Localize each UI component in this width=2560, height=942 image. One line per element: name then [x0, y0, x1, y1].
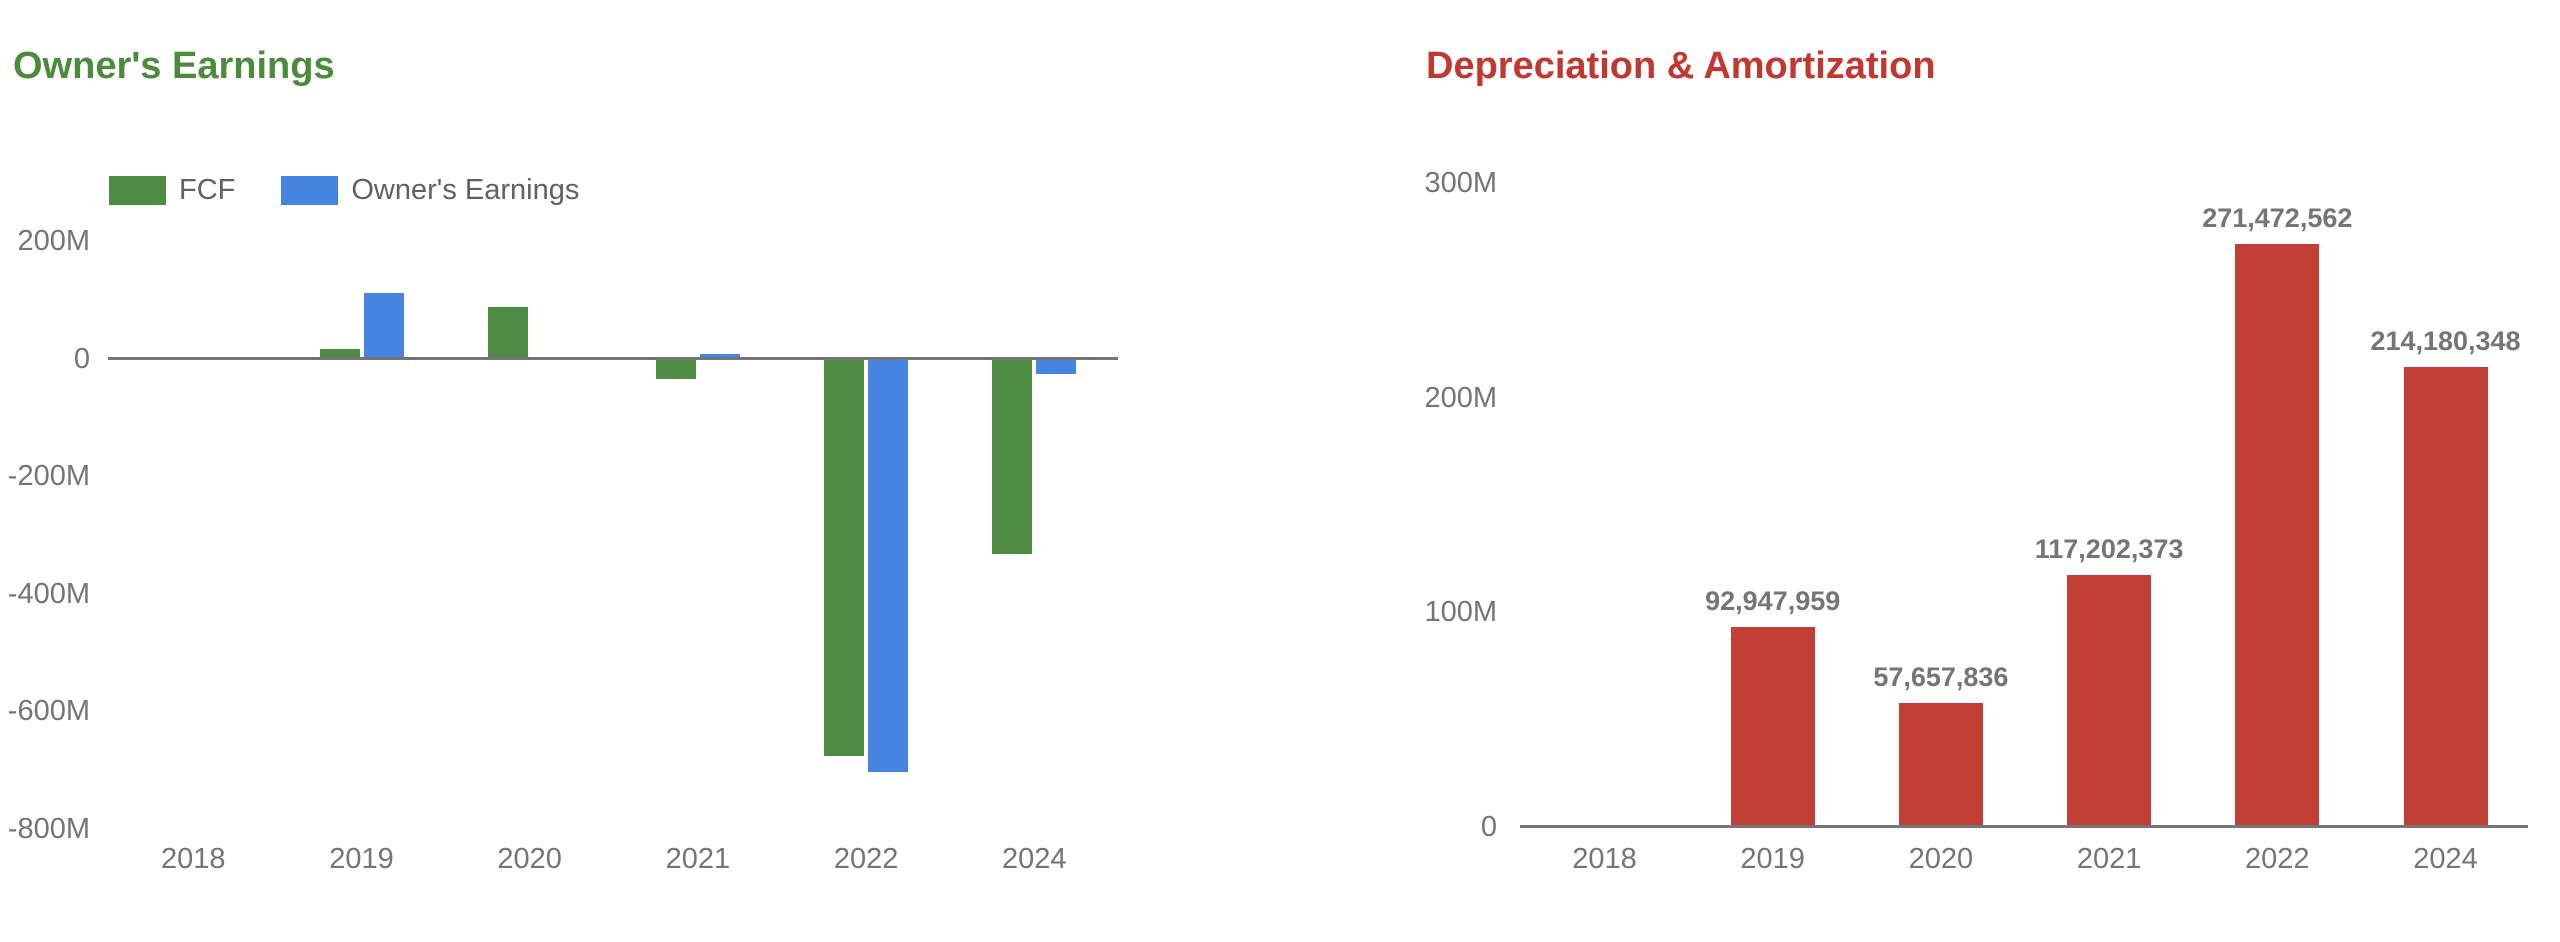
- y-axis-tick-800m: -800M: [7, 812, 90, 845]
- bar-depreciation-amortization-2021[interactable]: [2067, 575, 2152, 827]
- bar-depreciation-amortization-2020[interactable]: [1898, 702, 1983, 827]
- x-axis-tick-2020: 2020: [1908, 843, 1974, 875]
- x-axis-tick-2018: 2018: [1572, 843, 1637, 875]
- bar-owner-s-earnings-2024[interactable]: [1036, 358, 1077, 375]
- y-axis-tick-100m: 100M: [1424, 596, 1497, 629]
- bar-depreciation-amortization-2022[interactable]: [2235, 244, 2320, 827]
- bar-fcf-2021[interactable]: [655, 358, 696, 380]
- x-axis-tick-2018: 2018: [161, 843, 226, 875]
- legend: FCF Owner's Earnings: [109, 174, 579, 207]
- y-axis-tick-0: 0: [1480, 810, 1497, 843]
- x-axis-tick-2021: 2021: [2076, 843, 2142, 875]
- x-axis-tick-2020: 2020: [497, 843, 562, 875]
- y-axis-tick-600m: -600M: [7, 695, 90, 728]
- bar-value-label-2019: 92,947,959: [1705, 586, 1841, 617]
- bar-value-label-2021: 117,202,373: [2034, 534, 2184, 565]
- legend-swatch-owner-s-earnings: [281, 176, 339, 205]
- legend-item-owner-s-earnings[interactable]: Owner's Earnings: [281, 174, 579, 207]
- y-axis-tick-400m: -400M: [7, 577, 90, 610]
- x-axis-tick-2021: 2021: [665, 843, 731, 875]
- bar-depreciation-amortization-2024[interactable]: [2403, 367, 2488, 827]
- bar-fcf-2019[interactable]: [319, 349, 360, 359]
- legend-label: Owner's Earnings: [351, 174, 580, 206]
- y-axis-tick-0: 0: [73, 342, 90, 375]
- x-axis-tick-2022: 2022: [833, 843, 899, 875]
- depreciation-amortization-chart-title: Depreciation & Amortization: [1426, 45, 1936, 87]
- bar-value-label-2024: 214,180,348: [2370, 326, 2521, 357]
- y-axis-tick-200m: -200M: [7, 460, 90, 493]
- x-axis-tick-2024: 2024: [2413, 843, 2478, 875]
- x-axis-tick-2019: 2019: [329, 843, 394, 875]
- x-axis-baseline: [108, 357, 1118, 361]
- legend-swatch-fcf: [109, 176, 166, 205]
- owners-earnings-chart-title: Owner's Earnings: [13, 45, 335, 87]
- bar-fcf-2022[interactable]: [824, 358, 865, 757]
- bar-owner-s-earnings-2021[interactable]: [699, 354, 740, 359]
- bar-fcf-2020[interactable]: [487, 307, 528, 359]
- bar-value-label-2022: 271,472,562: [2202, 203, 2353, 234]
- x-axis-baseline: [1520, 825, 2528, 828]
- y-axis-tick-300m: 300M: [1424, 167, 1497, 200]
- bar-value-label-2020: 57,657,836: [1873, 661, 2009, 692]
- bar-fcf-2024[interactable]: [992, 358, 1033, 554]
- bar-depreciation-amortization-2019[interactable]: [1730, 627, 1815, 827]
- bar-owner-s-earnings-2022[interactable]: [868, 358, 909, 773]
- legend-label: FCF: [179, 174, 236, 206]
- x-axis-tick-2019: 2019: [1740, 843, 1805, 875]
- y-axis-tick-200m: 200M: [17, 225, 90, 258]
- bar-owner-s-earnings-2019[interactable]: [363, 292, 404, 359]
- y-axis-tick-200m: 200M: [1424, 381, 1497, 414]
- x-axis-tick-2024: 2024: [1002, 843, 1067, 875]
- legend-item-fcf[interactable]: FCF: [109, 174, 235, 207]
- x-axis-tick-2022: 2022: [2245, 843, 2310, 875]
